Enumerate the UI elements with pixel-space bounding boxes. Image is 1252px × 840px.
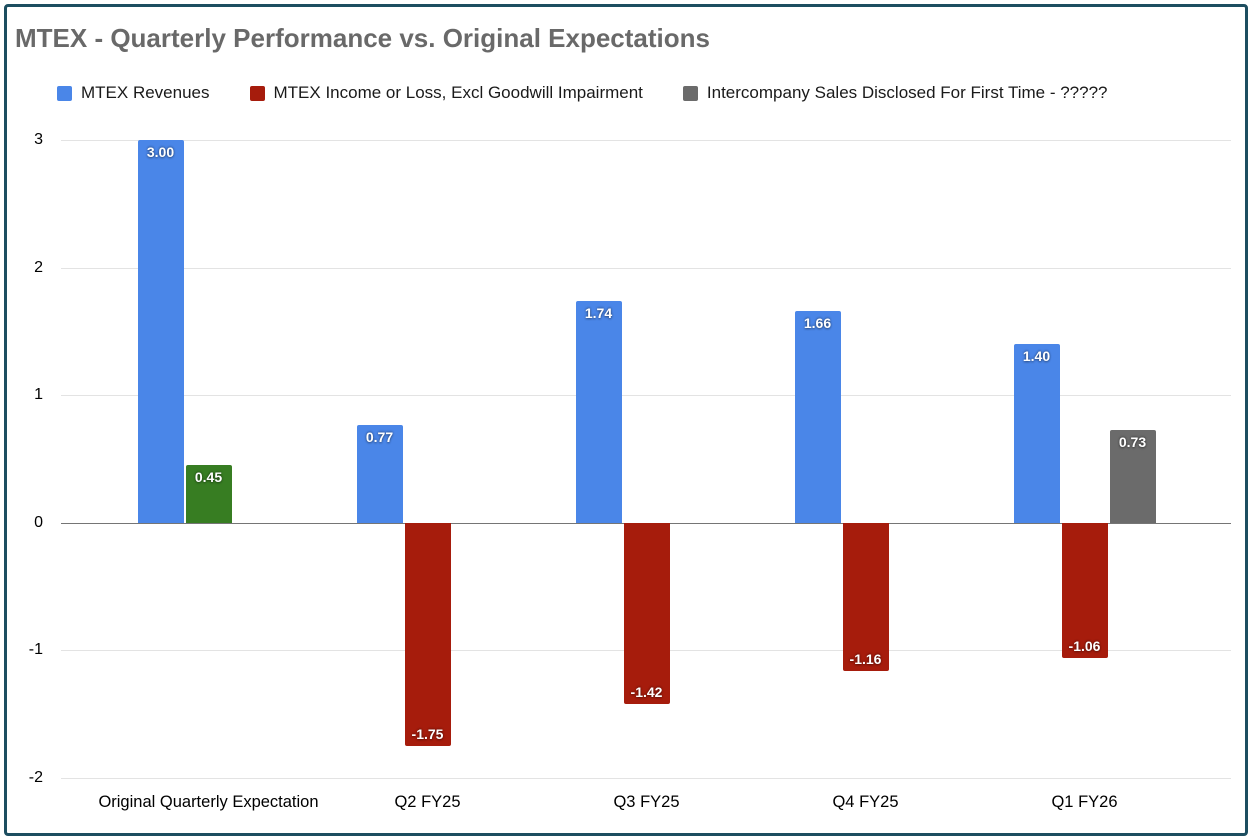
legend-label-income: MTEX Income or Loss, Excl Goodwill Impai…: [273, 83, 643, 102]
bar-value-label: 0.73: [1118, 433, 1147, 450]
bar-value-label: 3.00: [146, 144, 175, 160]
bar-value-label: -1.42: [630, 683, 663, 700]
gridline-y-2: [61, 267, 1231, 269]
legend-swatch-intercompany: [682, 85, 698, 101]
bar-value-label: 0.45: [194, 469, 223, 486]
bar-revenues-q1-fy26[interactable]: 1.40: [1013, 344, 1060, 523]
chart-frame: MTEX - Quarterly Performance vs. Origina…: [4, 4, 1248, 836]
bar-value-label: 1.66: [803, 315, 832, 331]
y-tick-label--1: -1: [28, 641, 43, 659]
gridline-y-1: [61, 395, 1231, 397]
y-tick-label-1: 1: [34, 386, 43, 404]
bar-value-label: -1.06: [1068, 638, 1101, 655]
x-category-label-q2-fy25: Q2 FY25: [394, 793, 461, 811]
bar-revenues-original-quarterly-expectation[interactable]: 3.00: [137, 140, 184, 523]
y-tick-label-2: 2: [34, 258, 43, 276]
legend-item-intercompany[interactable]: Intercompany Sales Disclosed For First T…: [682, 83, 1108, 103]
bar-income-q2-fy25[interactable]: -1.75: [404, 522, 451, 747]
gridline-y-3: [61, 140, 1231, 141]
x-category-label-q3-fy25: Q3 FY25: [613, 793, 680, 811]
bar-value-label: 0.77: [365, 428, 394, 445]
plot-area: 3 2 1 0 -1 -2 3.00 0.45 Original Quarterly Expec…: [7, 7, 1245, 833]
bar-income-q4-fy25[interactable]: -1.16: [842, 522, 889, 671]
bar-revenues-q4-fy25[interactable]: 1.66: [794, 311, 841, 523]
legend-swatch-revenues: [57, 85, 72, 101]
x-category-label-q4-fy25: Q4 FY25: [832, 793, 899, 811]
y-tick-label-3: 3: [34, 131, 43, 148]
bar-value-label: 1.74: [584, 304, 613, 321]
legend-item-revenues[interactable]: MTEX Revenues: [57, 83, 210, 103]
chart-legend: MTEX Revenues MTEX Income or Loss, Excl G…: [57, 83, 1108, 103]
y-tick-label-0: 0: [34, 513, 43, 531]
bar-value-label: -1.16: [849, 650, 882, 667]
gridline-y--2: [61, 778, 1231, 779]
bar-income-original-quarterly-expectation[interactable]: 0.45: [185, 465, 232, 523]
legend-label-revenues: MTEX Revenues: [81, 83, 210, 102]
legend-label-intercompany: Intercompany Sales Disclosed For First T…: [706, 83, 1108, 102]
legend-item-income[interactable]: MTEX Income or Loss, Excl Goodwill Impai…: [249, 83, 643, 103]
bar-revenues-q2-fy25[interactable]: 0.77: [356, 424, 403, 523]
bar-value-label: -1.75: [411, 726, 444, 743]
bar-intercompany-q1-fy26[interactable]: 0.73: [1109, 429, 1156, 523]
x-category-label-q1-fy26: Q1 FY26: [1051, 793, 1118, 811]
bar-value-label: 1.40: [1022, 348, 1051, 365]
y-tick-label--2: -2: [28, 769, 43, 786]
x-category-label-original-quarterly-expectation: Original Quarterly Expectation: [98, 793, 319, 811]
bar-income-q3-fy25[interactable]: -1.42: [623, 522, 670, 704]
bar-revenues-q3-fy25[interactable]: 1.74: [575, 300, 622, 523]
bar-income-q1-fy26[interactable]: -1.06: [1061, 522, 1108, 659]
legend-swatch-income: [249, 85, 265, 101]
chart-title: MTEX - Quarterly Performance vs. Origina…: [15, 23, 710, 53]
